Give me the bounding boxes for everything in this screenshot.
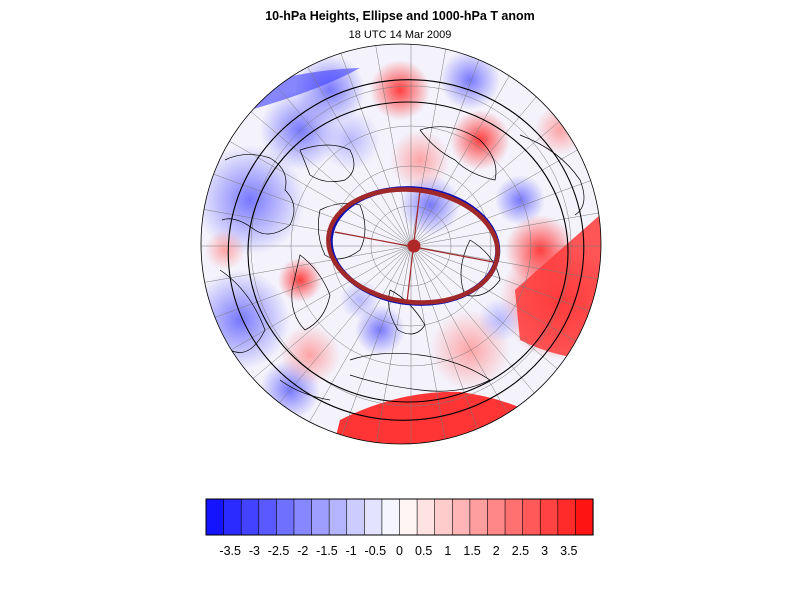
temperature-anomaly-field	[201, 44, 601, 444]
colorbar-tick-label: -3	[248, 544, 260, 558]
colorbar-cell	[240, 498, 260, 536]
colorbar-tick-label: -0.5	[364, 544, 387, 558]
colorbar-cell	[381, 498, 401, 536]
colorbar-cell	[469, 498, 489, 536]
colorbar-cell	[504, 498, 524, 536]
colorbar-cell	[451, 498, 471, 536]
colorbar-tick-label: 1.5	[463, 544, 481, 558]
colorbar-cell	[487, 498, 506, 536]
colorbar-cell	[575, 498, 594, 536]
colorbar-cell	[346, 498, 365, 536]
colorbar-tick-label: -1.5	[316, 544, 338, 558]
anomaly-patch	[390, 130, 450, 190]
colorbar-cell	[293, 498, 313, 536]
colorbar-tick-label: 3	[541, 544, 549, 558]
colorbar-cell	[205, 498, 225, 536]
anomaly-patch	[370, 60, 430, 120]
colorbar-tick-label: 2	[492, 544, 500, 558]
map-border	[200, 43, 602, 445]
colorbar-tick-label: 1	[444, 544, 452, 558]
anomaly-patch	[478, 298, 522, 342]
vortex-ellipses	[326, 186, 501, 306]
colorbar-tick-label: 3.5	[560, 544, 578, 558]
colorbar-tick-label: 0	[396, 544, 403, 558]
colorbar-cell	[557, 498, 577, 536]
colorbar-tick-label: 0.5	[414, 544, 433, 558]
anomaly-patch	[201, 145, 305, 255]
colorbar-tick-label: 2.5	[511, 544, 530, 558]
colorbar-cell	[539, 498, 559, 536]
colorbar-tick-label: -1	[345, 544, 357, 558]
colorbar-cell	[328, 498, 348, 536]
colorbar-cell	[522, 498, 541, 536]
colorbar-tick-label: -2.5	[267, 544, 290, 558]
anomaly-patch	[280, 325, 340, 385]
colorbar-cell	[434, 498, 453, 536]
colorbar-cell	[258, 498, 277, 536]
plot-subtitle: 18 UTC 14 Mar 2009	[348, 29, 452, 41]
colorbar-cell	[364, 498, 383, 536]
anomaly-patch	[205, 230, 245, 270]
anomaly-patch	[495, 175, 545, 225]
polar-map	[200, 43, 602, 445]
colorbar-cell	[311, 498, 330, 536]
colorbar-tick-label: -3.5	[219, 544, 241, 558]
colorbar-cell	[416, 498, 436, 536]
colorbar-cell	[223, 498, 242, 536]
height-contours	[227, 79, 585, 421]
colorbar-cell	[276, 498, 295, 536]
anomaly-patch	[278, 258, 322, 302]
colorbar-tick-label: -2	[297, 544, 309, 558]
ellipse-center-marker	[407, 239, 421, 253]
colorbar-cell	[399, 498, 418, 536]
plot-title: 10-hPa Heights, Ellipse and 1000-hPa T a…	[265, 9, 535, 23]
anomaly-patch	[440, 50, 500, 110]
